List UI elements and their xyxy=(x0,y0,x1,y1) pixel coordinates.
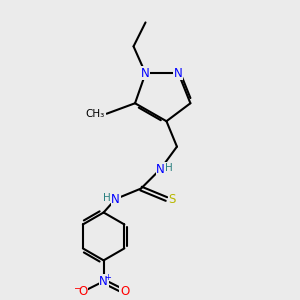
Text: O: O xyxy=(120,285,129,298)
Text: −: − xyxy=(74,284,83,294)
Text: +: + xyxy=(104,273,111,282)
Text: N: N xyxy=(174,67,183,80)
Text: H: H xyxy=(103,193,111,202)
Text: O: O xyxy=(78,285,87,298)
Text: N: N xyxy=(141,67,150,80)
Text: S: S xyxy=(168,193,175,206)
Text: N: N xyxy=(111,193,120,206)
Text: N: N xyxy=(99,275,108,288)
Text: H: H xyxy=(165,163,173,172)
Text: N: N xyxy=(156,163,165,176)
Text: CH₃: CH₃ xyxy=(86,109,105,119)
